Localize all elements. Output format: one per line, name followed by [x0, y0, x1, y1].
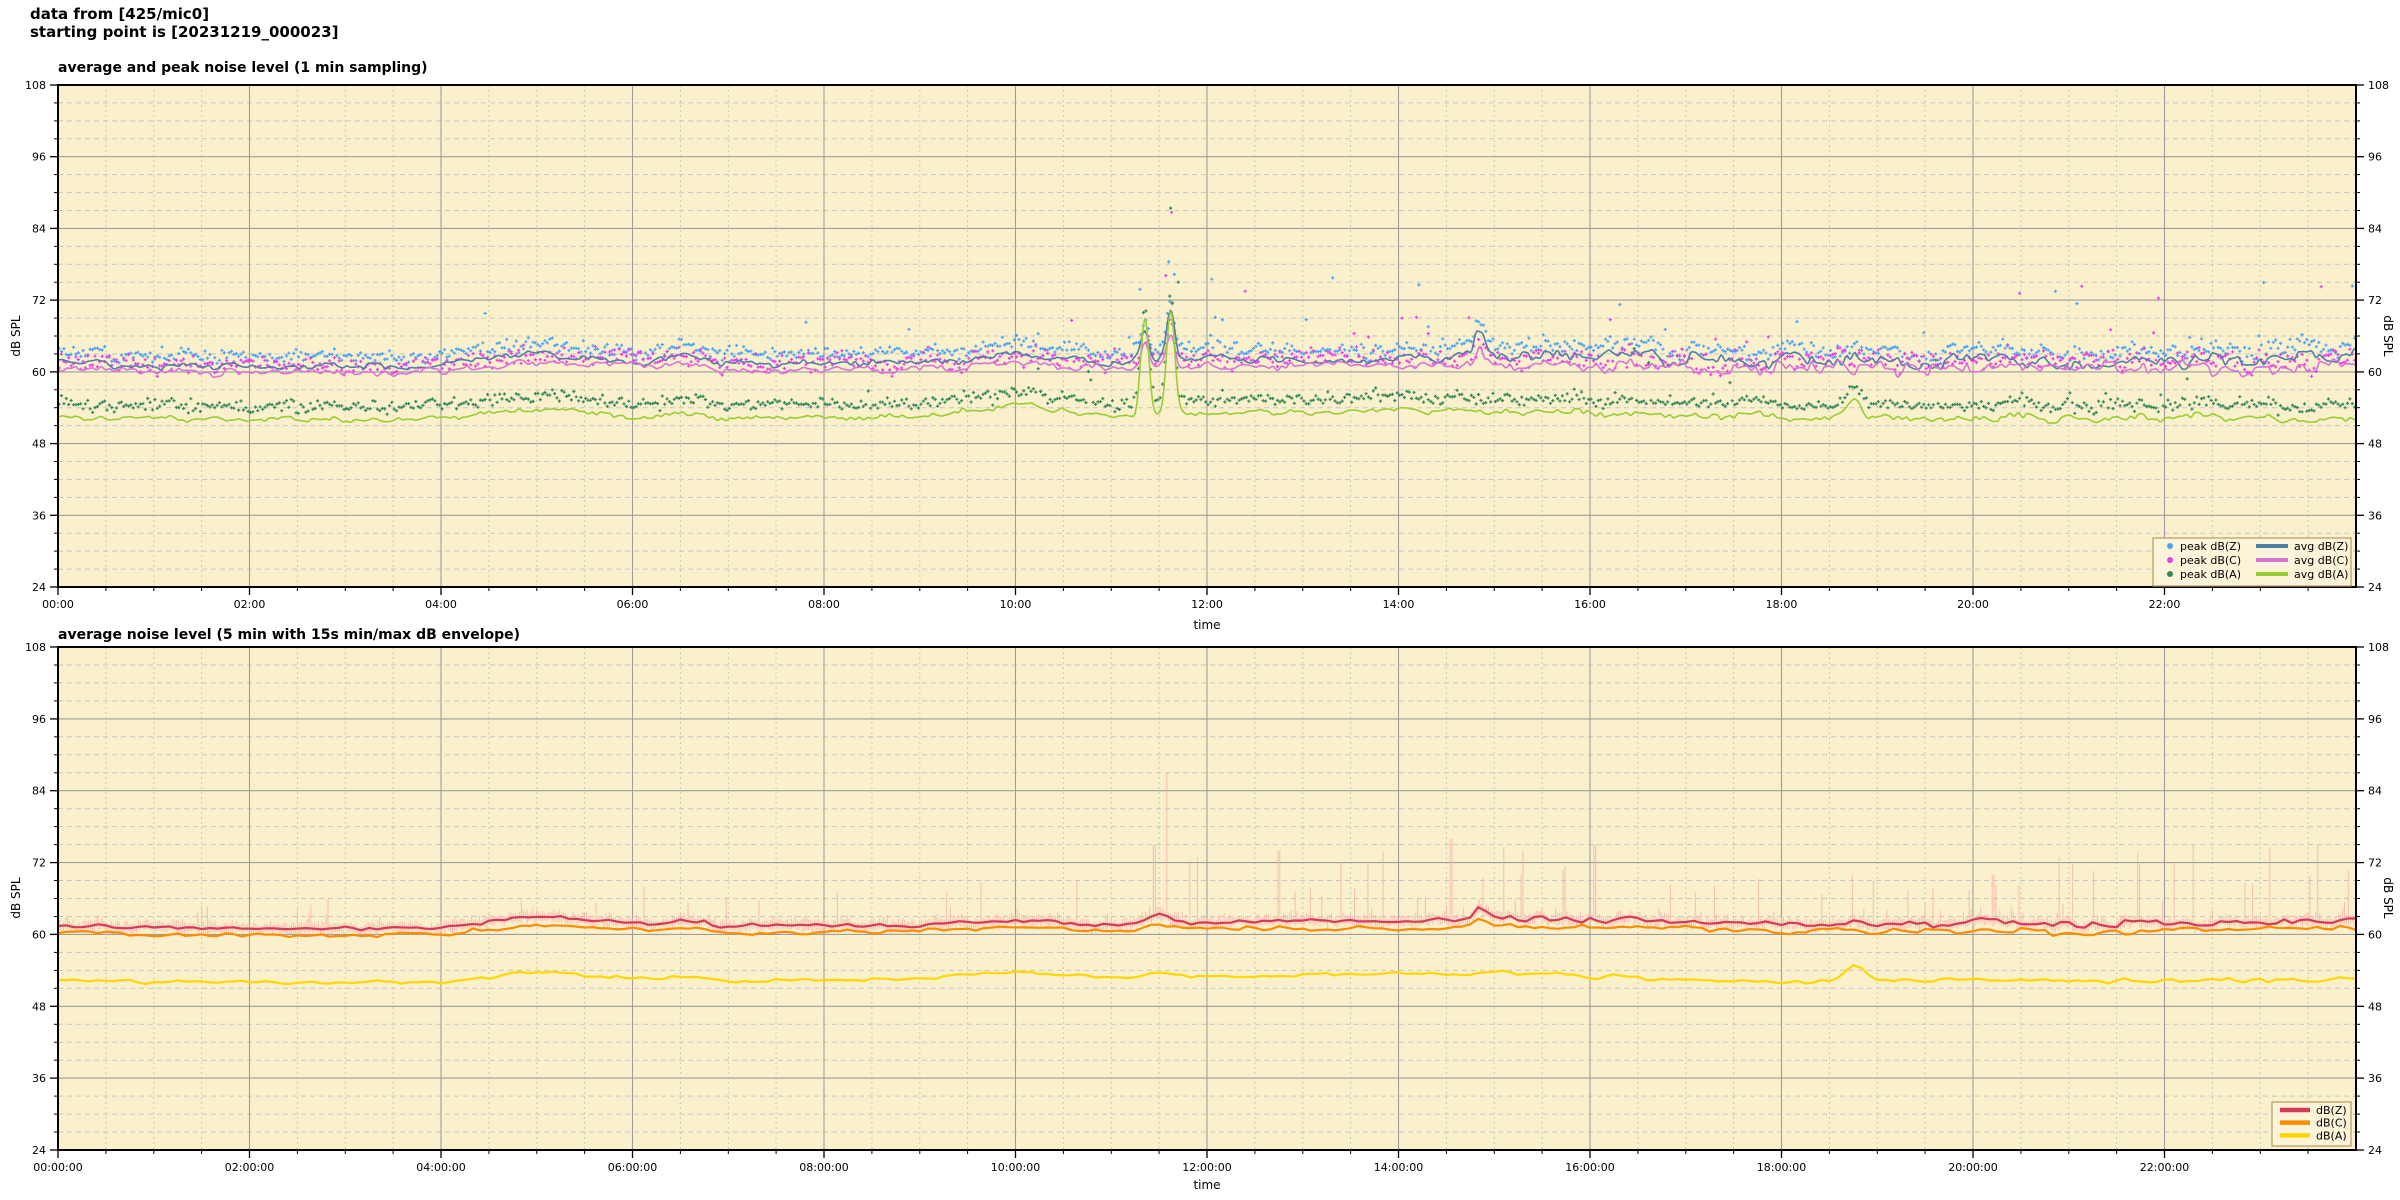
x-tick-label: 04:00	[425, 598, 457, 611]
axis-ticks	[50, 646, 2364, 1158]
y-tick-label-left: 72	[32, 294, 46, 307]
legend-label: dB(Z)	[2316, 1104, 2347, 1117]
x-tick-label: 06:00:00	[608, 1161, 657, 1174]
y-tick-label-right: 48	[2368, 438, 2382, 451]
x-tick-label: 08:00:00	[799, 1161, 848, 1174]
line-series-1	[58, 334, 2356, 379]
legend: dB(Z)dB(C)dB(A)	[2271, 1101, 2352, 1147]
y-tick-label-right: 72	[2368, 294, 2382, 307]
x-tick-label: 12:00:00	[1182, 1161, 1231, 1174]
y-tick-label-right: 108	[2368, 79, 2389, 92]
y-tick-label-left: 24	[32, 1144, 46, 1157]
x-tick-label: 08:00	[808, 598, 840, 611]
legend-label-avg: avg dB(C)	[2294, 554, 2349, 567]
y-tick-label-right: 84	[2368, 222, 2382, 235]
y-tick-label-right: 96	[2368, 151, 2382, 164]
y-tick-label-right: 36	[2368, 1072, 2382, 1085]
y-tick-label-left: 48	[32, 438, 46, 451]
scatter-series-2	[58, 206, 2356, 417]
y-tick-label-left: 36	[32, 1072, 46, 1085]
legend-marker-peak dB(C)	[2167, 557, 2173, 563]
x-tick-label: 02:00:00	[225, 1161, 274, 1174]
y-tick-label-left: 96	[32, 151, 46, 164]
legend-label-avg: avg dB(A)	[2294, 568, 2348, 581]
y-tick-label-left: 36	[32, 509, 46, 522]
legend-label-peak: peak dB(Z)	[2180, 540, 2241, 553]
y-tick-label-right: 36	[2368, 509, 2382, 522]
y-tick-label-right: 60	[2368, 928, 2382, 941]
chart1-xlabel: time	[1193, 618, 1221, 632]
legend-label-avg: avg dB(Z)	[2294, 540, 2348, 553]
x-tick-label: 12:00	[1191, 598, 1223, 611]
chart2-xlabel: time	[1193, 1178, 1221, 1192]
header-starting-point: starting point is [20231219_000023]	[30, 23, 339, 41]
y-tick-label-right: 108	[2368, 641, 2389, 654]
y-tick-label-right: 24	[2368, 581, 2382, 594]
y-tick-label-left: 60	[32, 928, 46, 941]
x-tick-label: 20:00:00	[1948, 1161, 1997, 1174]
x-tick-label: 16:00:00	[1565, 1161, 1614, 1174]
y-tick-label-left: 108	[25, 79, 46, 92]
header-data-source: data from [425/mic0]	[30, 5, 210, 23]
x-tick-label: 10:00:00	[991, 1161, 1040, 1174]
y-tick-label-left: 48	[32, 1000, 46, 1013]
x-tick-label: 06:00	[617, 598, 649, 611]
grid-major	[58, 647, 2356, 1150]
y-tick-label-left: 60	[32, 366, 46, 379]
y-tick-label-right: 72	[2368, 857, 2382, 870]
y-tick-label-right: 96	[2368, 713, 2382, 726]
y-tick-label-left: 108	[25, 641, 46, 654]
x-tick-label: 14:00:00	[1374, 1161, 1423, 1174]
y-tick-label-left: 96	[32, 713, 46, 726]
y-tick-label-right: 48	[2368, 1000, 2382, 1013]
line-series-2	[58, 310, 2356, 425]
legend-marker-peak dB(Z)	[2167, 543, 2173, 549]
x-tick-label: 22:00	[2149, 598, 2181, 611]
x-tick-label: 18:00	[1766, 598, 1798, 611]
chart1-average-peak-noise-canvas: 24 24 36 36 48 48 60 60 72 72 84 84 96 96 108 108 00:00 0…	[25, 79, 2389, 611]
y-tick-label-left: 84	[32, 222, 46, 235]
x-tick-label: 04:00:00	[416, 1161, 465, 1174]
y-tick-label-right: 24	[2368, 1144, 2382, 1157]
x-tick-label: 02:00	[234, 598, 266, 611]
y-tick-label-left: 84	[32, 785, 46, 798]
line-series-2	[58, 964, 2356, 985]
line-series-0	[58, 309, 2356, 371]
grid-minor-vertical	[105, 85, 2309, 587]
grid-major	[58, 85, 2356, 587]
legend-label-peak: peak dB(A)	[2180, 568, 2241, 581]
x-tick-label: 00:00:00	[33, 1161, 82, 1174]
x-tick-label: 20:00	[1957, 598, 1989, 611]
x-tick-label: 10:00	[1000, 598, 1032, 611]
legend-label: dB(A)	[2316, 1129, 2347, 1142]
x-tick-label: 18:00:00	[1757, 1161, 1806, 1174]
grid-minor-vertical	[105, 647, 2309, 1150]
y-tick-label-right: 60	[2368, 366, 2382, 379]
x-tick-label: 22:00:00	[2140, 1161, 2189, 1174]
line-series-1	[58, 917, 2356, 939]
legend-label-peak: peak dB(C)	[2180, 554, 2241, 567]
y-tick-label-left: 24	[32, 581, 46, 594]
axis-ticks	[50, 84, 2364, 595]
x-tick-label: 00:00	[42, 598, 74, 611]
chart2-title: average noise level (5 min with 15s min/…	[58, 627, 521, 643]
chart2-average-noise-envelope-canvas: 24 24 36 36 48 48 60 60 72 72 84 84 96 96 108 108 00:00:…	[25, 641, 2389, 1174]
x-tick-label: 16:00	[1574, 598, 1606, 611]
chart1-title: average and peak noise level (1 min samp…	[58, 60, 428, 76]
legend-marker-peak dB(A)	[2167, 571, 2173, 577]
y-tick-label-right: 84	[2368, 785, 2382, 798]
legend: peak dB(Z) avg dB(Z) peak dB(C) avg dB(C) pe…	[2152, 537, 2352, 587]
x-tick-label: 14:00	[1383, 598, 1415, 611]
y-tick-label-left: 72	[32, 857, 46, 870]
legend-label: dB(C)	[2316, 1117, 2347, 1130]
line-series-0	[58, 906, 2356, 932]
